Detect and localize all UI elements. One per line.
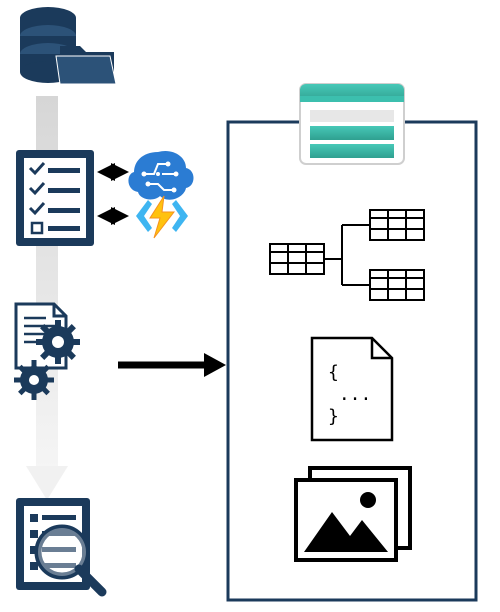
json-file-icon: { ...} <box>312 338 392 440</box>
diagram-canvas: { ...} <box>0 0 500 612</box>
ai-brain-icon <box>128 151 193 200</box>
database-folder-icon <box>20 7 116 84</box>
table-hierarchy-icon <box>270 210 424 300</box>
search-list-icon <box>16 498 102 592</box>
azure-function-icon <box>136 196 188 238</box>
transform-arrow <box>118 353 226 377</box>
image-stack-icon <box>296 468 410 560</box>
checklist-icon <box>16 150 94 246</box>
app-window-icon <box>300 84 404 164</box>
